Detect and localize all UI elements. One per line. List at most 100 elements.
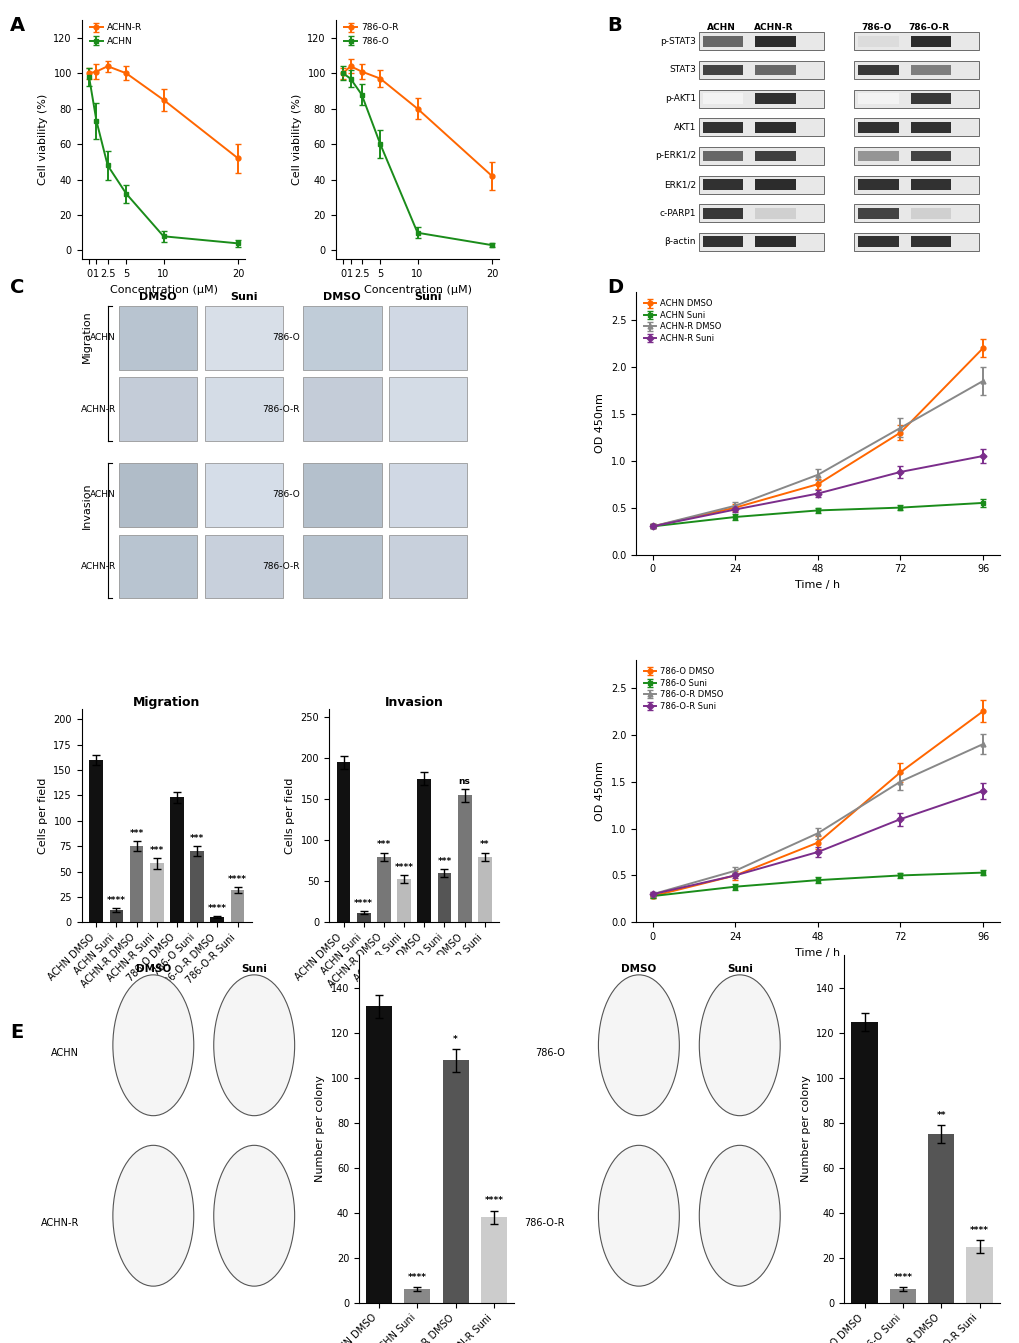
Y-axis label: Number per colony: Number per colony [315, 1076, 325, 1182]
Y-axis label: Cell viability (%): Cell viability (%) [291, 94, 302, 185]
Bar [170, 798, 183, 923]
Text: 786-O-R: 786-O-R [262, 404, 300, 414]
Bar [702, 236, 743, 247]
Text: ***: *** [129, 829, 144, 838]
Bar [853, 146, 978, 165]
Text: ACHN: ACHN [51, 1048, 79, 1058]
Legend: ACHN-R, ACHN: ACHN-R, ACHN [86, 20, 146, 50]
Bar [702, 150, 743, 161]
Text: *: * [452, 1035, 458, 1044]
Text: B: B [606, 16, 621, 35]
Bar [910, 208, 950, 219]
Title: Migration: Migration [133, 696, 201, 709]
Text: DMSO: DMSO [621, 964, 656, 974]
Bar [966, 1246, 991, 1303]
Bar [388, 306, 467, 369]
Bar [129, 846, 144, 923]
Text: β-actin: β-actin [663, 238, 695, 246]
Text: ns: ns [459, 776, 470, 786]
Text: ****: **** [408, 1273, 426, 1281]
Bar [857, 208, 898, 219]
X-axis label: Concentration (μM): Concentration (μM) [363, 285, 471, 294]
Bar [698, 146, 823, 165]
Bar [119, 377, 198, 441]
Bar [857, 36, 898, 47]
Text: 786-O-R: 786-O-R [262, 563, 300, 571]
Text: 786-O: 786-O [535, 1048, 565, 1058]
Bar [150, 864, 163, 923]
Text: ACHN-R: ACHN-R [81, 563, 115, 571]
Bar [480, 1217, 506, 1303]
Bar [755, 64, 795, 75]
Text: D: D [606, 278, 623, 297]
Y-axis label: Cells per field: Cells per field [38, 778, 48, 854]
Y-axis label: Number per colony: Number per colony [800, 1076, 810, 1182]
Text: C: C [10, 278, 24, 297]
Bar [442, 1061, 468, 1303]
Title: Invasion: Invasion [384, 696, 443, 709]
Text: ACHN: ACHN [90, 490, 115, 500]
Text: p-ERK1/2: p-ERK1/2 [654, 152, 695, 160]
Ellipse shape [699, 1146, 780, 1287]
Bar [853, 32, 978, 50]
Bar [396, 878, 411, 923]
Bar [857, 150, 898, 161]
Bar [755, 208, 795, 219]
Text: Suni: Suni [414, 291, 441, 302]
Bar [698, 204, 823, 222]
Ellipse shape [113, 975, 194, 1116]
Text: Suni: Suni [242, 964, 267, 974]
Text: E: E [10, 1023, 23, 1042]
Bar [698, 232, 823, 251]
Y-axis label: OD 450nm: OD 450nm [595, 393, 605, 453]
X-axis label: Time / h: Time / h [795, 948, 840, 958]
Bar [388, 463, 467, 526]
Bar [698, 176, 823, 193]
Bar [336, 763, 351, 923]
Bar [388, 535, 467, 599]
Text: A: A [10, 16, 25, 35]
Bar [755, 150, 795, 161]
Bar [755, 36, 795, 47]
Bar [889, 1289, 915, 1303]
Text: ****: **** [969, 1226, 988, 1234]
Text: Suni: Suni [230, 291, 258, 302]
Ellipse shape [113, 1146, 194, 1287]
Bar [357, 912, 370, 923]
Text: ****: **** [394, 862, 414, 872]
Text: **: ** [935, 1111, 945, 1120]
Text: 786-O: 786-O [272, 490, 300, 500]
Bar [417, 779, 431, 923]
Ellipse shape [598, 1146, 679, 1287]
Bar [210, 917, 224, 923]
Bar [119, 535, 198, 599]
Bar [698, 32, 823, 50]
Bar [303, 306, 381, 369]
Bar [205, 535, 283, 599]
Ellipse shape [214, 1146, 294, 1287]
Legend: 786-O-R, 786-O: 786-O-R, 786-O [339, 20, 401, 50]
Bar [388, 377, 467, 441]
Legend: 786-O DMSO, 786-O Suni, 786-O-R DMSO, 786-O-R Suni: 786-O DMSO, 786-O Suni, 786-O-R DMSO, 78… [640, 663, 726, 714]
Bar [857, 64, 898, 75]
Bar [109, 911, 123, 923]
Ellipse shape [214, 975, 294, 1116]
Bar [191, 851, 204, 923]
Bar [910, 150, 950, 161]
Text: Suni: Suni [727, 964, 752, 974]
Bar [205, 463, 283, 526]
X-axis label: Concentration (μM): Concentration (μM) [109, 285, 217, 294]
Bar [702, 64, 743, 75]
Bar [366, 1006, 391, 1303]
Ellipse shape [598, 975, 679, 1116]
Text: c-PARP1: c-PARP1 [659, 208, 695, 218]
Bar [478, 857, 491, 923]
Text: **: ** [480, 841, 489, 850]
Bar [702, 93, 743, 103]
Text: 786-O-R: 786-O-R [908, 23, 949, 32]
Text: ****: **** [107, 896, 125, 905]
Bar [90, 760, 103, 923]
Text: p-AKT1: p-AKT1 [664, 94, 695, 103]
Text: DMSO: DMSO [140, 291, 176, 302]
Text: ACHN-R: ACHN-R [41, 1218, 79, 1229]
